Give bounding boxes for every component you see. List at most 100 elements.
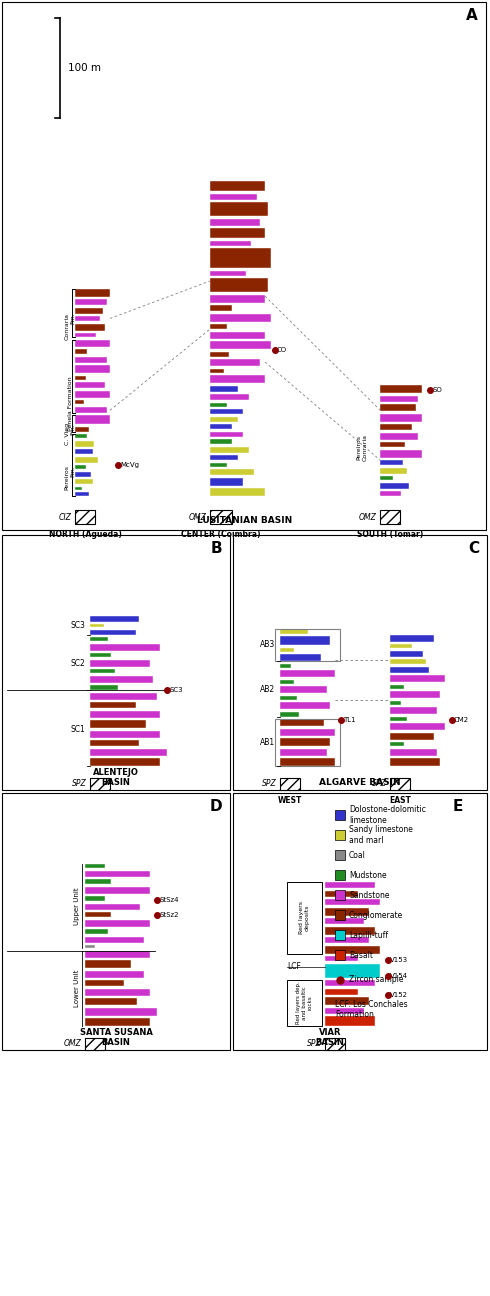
Bar: [85, 950, 150, 958]
Bar: [380, 404, 416, 411]
Text: Penela Formation: Penela Formation: [68, 376, 73, 430]
Bar: [210, 351, 229, 356]
Bar: [335, 890, 345, 899]
Bar: [380, 450, 422, 457]
Bar: [85, 912, 111, 918]
Bar: [210, 202, 268, 216]
Bar: [380, 413, 422, 421]
Text: Pereiros
Conraria: Pereiros Conraria: [357, 434, 368, 461]
Text: OMZ: OMZ: [189, 512, 207, 521]
Text: LCF: Los Conchales
Formation: LCF: Los Conchales Formation: [335, 1001, 408, 1020]
Bar: [75, 434, 87, 438]
Bar: [2, 3, 486, 530]
Bar: [280, 749, 327, 756]
Bar: [85, 903, 140, 910]
Bar: [380, 442, 405, 447]
Bar: [280, 758, 335, 766]
Text: Red layers dep.
and basaltic
rocks: Red layers dep. and basaltic rocks: [296, 981, 313, 1024]
Text: Conglomerate: Conglomerate: [349, 911, 403, 919]
Bar: [390, 675, 445, 682]
Text: A: A: [466, 8, 478, 23]
Bar: [325, 956, 358, 962]
Bar: [75, 289, 110, 297]
Bar: [233, 535, 487, 791]
Bar: [280, 737, 329, 746]
Bar: [210, 469, 254, 476]
Bar: [210, 314, 270, 321]
Bar: [280, 719, 324, 726]
Bar: [380, 395, 418, 402]
Bar: [75, 390, 110, 398]
Bar: [90, 630, 136, 635]
Bar: [325, 963, 380, 977]
Text: StSz2: StSz2: [159, 912, 178, 918]
Text: C: C: [468, 540, 479, 556]
Text: V152: V152: [390, 991, 408, 998]
Bar: [325, 1007, 364, 1013]
Bar: [390, 701, 401, 705]
Bar: [280, 629, 308, 634]
Bar: [335, 950, 345, 960]
Text: LUSITANIAN BASIN: LUSITANIAN BASIN: [197, 516, 293, 525]
Bar: [390, 723, 445, 730]
Bar: [85, 864, 104, 868]
Bar: [75, 511, 95, 524]
Bar: [335, 931, 345, 940]
Bar: [75, 356, 106, 363]
Bar: [75, 365, 110, 373]
Bar: [85, 896, 104, 901]
Bar: [335, 810, 345, 820]
Bar: [210, 219, 260, 226]
Bar: [90, 721, 146, 728]
Bar: [85, 980, 124, 986]
Text: OMZ: OMZ: [359, 512, 377, 521]
Bar: [85, 1007, 156, 1016]
Bar: [210, 455, 238, 460]
Text: Conraria
Fm.: Conraria Fm.: [65, 312, 75, 340]
Bar: [210, 181, 265, 191]
Bar: [85, 960, 130, 968]
Bar: [75, 376, 85, 380]
Bar: [390, 666, 428, 673]
Bar: [210, 410, 243, 413]
Bar: [75, 400, 84, 404]
Bar: [210, 332, 265, 338]
Bar: [325, 883, 374, 888]
Text: ALGARVE BASIN: ALGARVE BASIN: [319, 778, 401, 787]
Text: SC3: SC3: [169, 687, 183, 693]
Bar: [210, 403, 226, 407]
Bar: [90, 669, 115, 673]
Bar: [233, 793, 487, 1050]
Text: SPZ: SPZ: [372, 779, 387, 788]
Bar: [75, 299, 106, 305]
Bar: [335, 870, 345, 880]
Bar: [275, 629, 340, 661]
Bar: [275, 719, 340, 766]
Bar: [390, 717, 407, 721]
Text: AB1: AB1: [260, 737, 275, 746]
Bar: [210, 294, 265, 302]
Bar: [390, 732, 434, 740]
Bar: [325, 946, 380, 954]
Text: V153: V153: [390, 956, 408, 963]
Bar: [335, 910, 345, 920]
Text: SPZ: SPZ: [307, 1039, 322, 1048]
Bar: [75, 486, 82, 490]
Bar: [390, 749, 437, 756]
Bar: [325, 899, 380, 905]
Text: Sandstone: Sandstone: [349, 890, 390, 899]
Bar: [90, 758, 160, 766]
Text: WEST: WEST: [278, 796, 302, 805]
Bar: [90, 644, 160, 651]
Bar: [90, 749, 167, 756]
Bar: [287, 980, 322, 1026]
Bar: [380, 482, 410, 489]
Bar: [325, 890, 358, 897]
Bar: [75, 349, 87, 354]
Text: B: B: [210, 540, 222, 556]
Text: V154: V154: [390, 973, 408, 978]
Bar: [390, 644, 412, 648]
Text: CIZ: CIZ: [59, 512, 72, 521]
Bar: [280, 696, 296, 700]
Bar: [380, 433, 418, 439]
